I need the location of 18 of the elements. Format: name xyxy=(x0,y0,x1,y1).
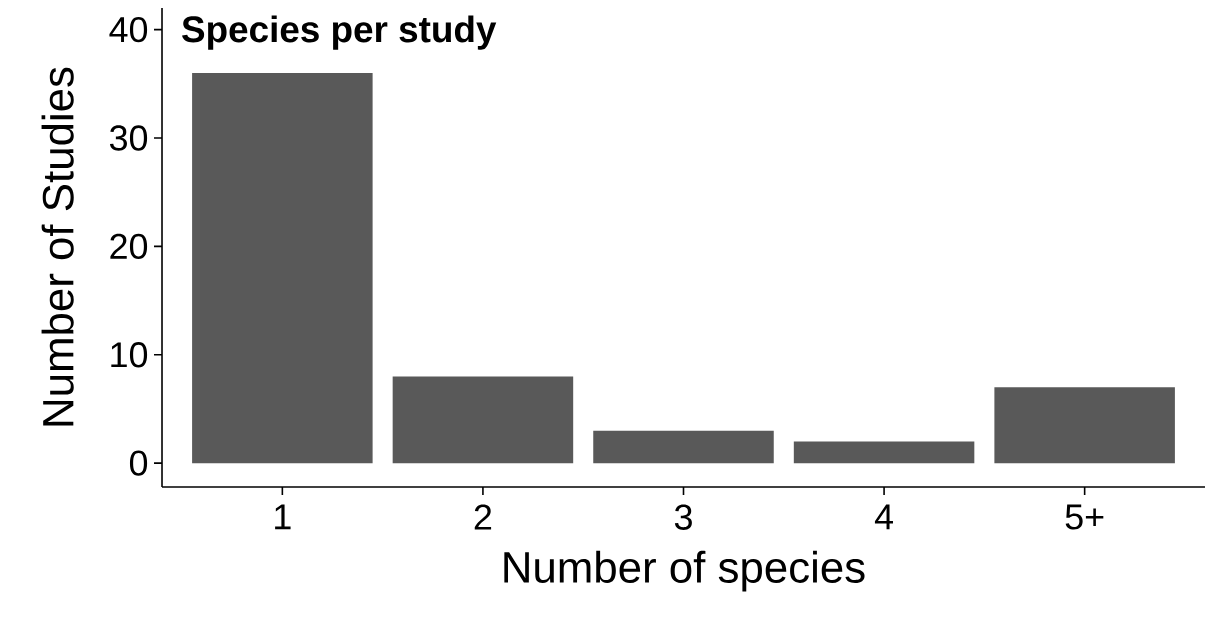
x-tick-label: 4 xyxy=(874,504,893,530)
x-tick-label: 2 xyxy=(474,504,492,530)
x-tick-label: 1 xyxy=(275,504,291,530)
chart-title: Species per study xyxy=(182,15,497,50)
x-tick-label: 5+ xyxy=(1065,504,1104,530)
y-tick-label: 40 xyxy=(109,16,148,43)
bar xyxy=(192,73,373,464)
x-axis-title: Number of species xyxy=(504,550,865,592)
bar xyxy=(392,376,574,464)
y-tick-label: 10 xyxy=(111,342,148,368)
y-tick-label: 20 xyxy=(110,233,148,260)
y-tick-label: 30 xyxy=(109,125,148,151)
x-tick-label: 3 xyxy=(674,504,692,530)
y-tick-label: 0 xyxy=(129,450,148,476)
bar xyxy=(593,430,774,464)
bar xyxy=(793,441,975,464)
y-axis-title: Number of Studies xyxy=(41,67,74,426)
bar xyxy=(994,387,1175,464)
